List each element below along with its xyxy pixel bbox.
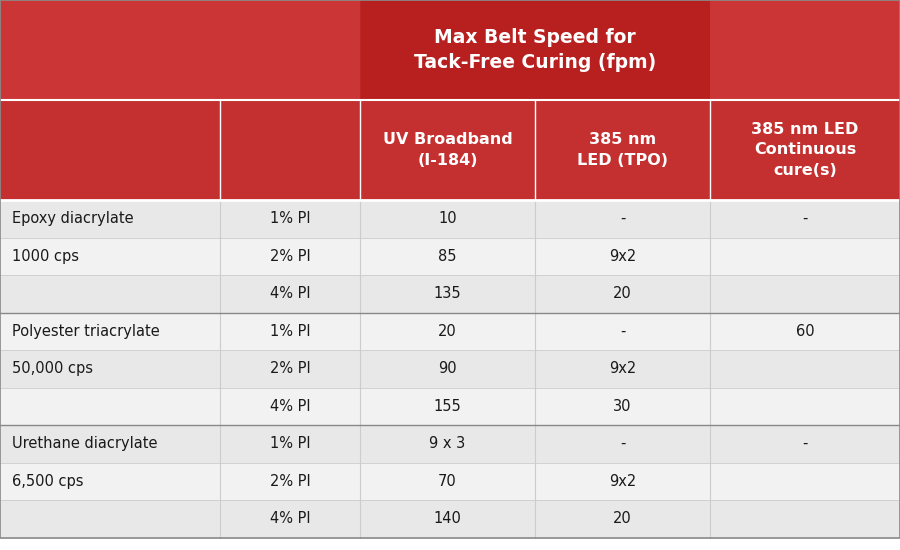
Bar bbox=[360, 100, 535, 200]
Bar bbox=[0, 0, 360, 100]
Bar bbox=[0, 388, 220, 425]
Bar bbox=[360, 200, 535, 238]
Text: 385 nm
LED (TPO): 385 nm LED (TPO) bbox=[577, 133, 668, 168]
Bar bbox=[220, 275, 360, 312]
Text: 20: 20 bbox=[613, 286, 632, 301]
Text: 9x2: 9x2 bbox=[609, 249, 636, 264]
Text: -: - bbox=[620, 211, 625, 226]
Bar bbox=[535, 200, 710, 238]
Text: 2% PI: 2% PI bbox=[270, 249, 310, 264]
Text: 4% PI: 4% PI bbox=[270, 286, 310, 301]
Bar bbox=[535, 312, 710, 350]
Text: 1000 cps: 1000 cps bbox=[12, 249, 79, 264]
Bar bbox=[0, 350, 220, 388]
Text: 2% PI: 2% PI bbox=[270, 474, 310, 489]
Text: 385 nm LED
Continuous
cure(s): 385 nm LED Continuous cure(s) bbox=[752, 122, 859, 178]
Bar bbox=[710, 388, 900, 425]
Bar bbox=[710, 463, 900, 500]
Bar bbox=[220, 500, 360, 537]
Bar bbox=[535, 388, 710, 425]
Text: 85: 85 bbox=[438, 249, 456, 264]
Text: 6,500 cps: 6,500 cps bbox=[12, 474, 84, 489]
Bar bbox=[360, 0, 710, 100]
Text: 4% PI: 4% PI bbox=[270, 399, 310, 414]
Bar bbox=[0, 275, 220, 312]
Bar bbox=[360, 388, 535, 425]
Text: 10: 10 bbox=[438, 211, 457, 226]
Bar bbox=[360, 463, 535, 500]
Bar bbox=[0, 425, 220, 463]
Bar bbox=[220, 388, 360, 425]
Bar bbox=[220, 312, 360, 350]
Bar bbox=[535, 500, 710, 537]
Bar bbox=[220, 463, 360, 500]
Bar bbox=[360, 238, 535, 275]
Text: Urethane diacrylate: Urethane diacrylate bbox=[12, 436, 157, 451]
Text: 30: 30 bbox=[613, 399, 632, 414]
Bar bbox=[535, 463, 710, 500]
Bar bbox=[535, 350, 710, 388]
Bar bbox=[710, 500, 900, 537]
Text: 90: 90 bbox=[438, 361, 457, 376]
Text: 4% PI: 4% PI bbox=[270, 512, 310, 526]
Bar bbox=[220, 350, 360, 388]
Bar bbox=[710, 425, 900, 463]
Bar bbox=[710, 238, 900, 275]
Bar bbox=[220, 200, 360, 238]
Bar bbox=[710, 275, 900, 312]
Text: 1% PI: 1% PI bbox=[270, 436, 310, 451]
Bar bbox=[360, 500, 535, 537]
Bar bbox=[710, 350, 900, 388]
Text: Max Belt Speed for
Tack-Free Curing (fpm): Max Belt Speed for Tack-Free Curing (fpm… bbox=[414, 28, 656, 73]
Bar bbox=[220, 425, 360, 463]
Bar bbox=[0, 500, 220, 537]
Text: Epoxy diacrylate: Epoxy diacrylate bbox=[12, 211, 133, 226]
Bar bbox=[0, 463, 220, 500]
Bar bbox=[360, 275, 535, 312]
Text: 140: 140 bbox=[434, 512, 462, 526]
Text: 9x2: 9x2 bbox=[609, 361, 636, 376]
Text: 70: 70 bbox=[438, 474, 457, 489]
Bar bbox=[360, 350, 535, 388]
Bar bbox=[710, 0, 900, 100]
Bar bbox=[0, 100, 360, 200]
Bar bbox=[0, 238, 220, 275]
Text: 135: 135 bbox=[434, 286, 462, 301]
Bar bbox=[535, 275, 710, 312]
Text: 60: 60 bbox=[796, 324, 814, 339]
Text: 1% PI: 1% PI bbox=[270, 211, 310, 226]
Bar bbox=[360, 312, 535, 350]
Text: 155: 155 bbox=[434, 399, 462, 414]
Text: Polyester triacrylate: Polyester triacrylate bbox=[12, 324, 160, 339]
Bar bbox=[0, 200, 220, 238]
Text: -: - bbox=[620, 324, 625, 339]
Text: 2% PI: 2% PI bbox=[270, 361, 310, 376]
Text: -: - bbox=[620, 436, 625, 451]
Bar bbox=[0, 312, 220, 350]
Text: -: - bbox=[802, 436, 807, 451]
Bar bbox=[535, 425, 710, 463]
Bar bbox=[710, 312, 900, 350]
Text: 1% PI: 1% PI bbox=[270, 324, 310, 339]
Text: -: - bbox=[802, 211, 807, 226]
Bar bbox=[220, 238, 360, 275]
Bar bbox=[710, 100, 900, 200]
Text: UV Broadband
(I-184): UV Broadband (I-184) bbox=[382, 133, 512, 168]
Bar bbox=[535, 238, 710, 275]
Text: 20: 20 bbox=[438, 324, 457, 339]
Bar bbox=[710, 200, 900, 238]
Bar bbox=[360, 425, 535, 463]
Text: 9 x 3: 9 x 3 bbox=[429, 436, 465, 451]
Text: 9x2: 9x2 bbox=[609, 474, 636, 489]
Bar bbox=[535, 100, 710, 200]
Text: 20: 20 bbox=[613, 512, 632, 526]
Text: 50,000 cps: 50,000 cps bbox=[12, 361, 93, 376]
